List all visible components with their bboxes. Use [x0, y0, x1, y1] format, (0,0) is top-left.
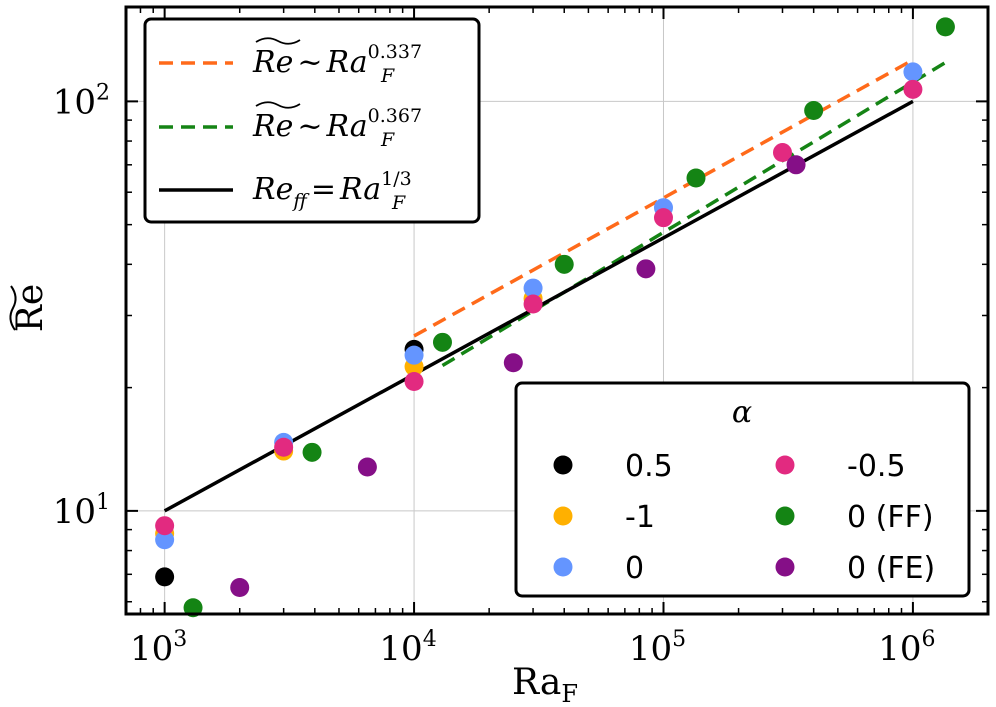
x-tick-base: 10 — [379, 629, 422, 669]
legend-freefall-rel: = — [311, 172, 336, 207]
legend-marker-1 — [553, 506, 573, 526]
legend-fit-0367-lhs: Re — [252, 109, 293, 144]
x-tick-exp: 3 — [173, 627, 187, 652]
y-tick-label: 101 — [53, 490, 110, 532]
x-tick-label: 106 — [878, 627, 935, 669]
y-tick-label: 102 — [53, 80, 110, 122]
legend-fit-0367-label: Re ~ Ra0.367 F — [252, 105, 422, 151]
x-tick-label: 105 — [629, 627, 686, 669]
y-axis-label-tilde — [9, 285, 17, 331]
data-point-0-ff — [302, 442, 322, 462]
data-point-0-5 — [653, 208, 673, 228]
data-point-0-5 — [404, 371, 424, 391]
legend-fit-0367-tilde — [255, 101, 301, 109]
data-point-0-fe — [786, 155, 806, 175]
legend-freefall-lhs-sub: ff — [291, 190, 310, 212]
data-point-0-fe — [357, 457, 377, 477]
data-point-0-5 — [903, 79, 923, 99]
x-tick-base: 10 — [878, 629, 921, 669]
legend-marker-0-5 — [775, 455, 795, 475]
data-point-0-5 — [155, 567, 175, 587]
fit-line-fit-0-337 — [413, 58, 914, 338]
data-point-0-5 — [772, 143, 792, 163]
x-tick-exp: 4 — [423, 627, 437, 652]
x-tick-exp: 5 — [672, 627, 686, 652]
y-axis-label: Re — [10, 284, 51, 332]
y-tick-exp: 1 — [96, 490, 110, 515]
data-point-0-ff — [935, 17, 955, 37]
data-point-0-fe — [636, 259, 656, 279]
axis-labels: RaF Re — [9, 284, 578, 707]
legend-fit-0337-sub: F — [380, 65, 395, 87]
data-point-0 — [404, 345, 424, 365]
legend-fit-lines: Re ~ Ra0.337 F Re ~ Ra0.367 F Reff = Ra1/3 F — [143, 17, 481, 224]
legend-fit-0337-sup: 0.337 — [368, 41, 422, 63]
fit-line-fit-0-367 — [441, 60, 947, 368]
y-tick-base: 10 — [53, 82, 96, 122]
data-point-0 — [523, 278, 543, 298]
data-point-0-5 — [523, 294, 543, 314]
legend-label-0-fe: 0 (FE) — [847, 551, 935, 586]
data-point-0-5 — [274, 437, 294, 457]
data-points-layer — [155, 17, 955, 618]
legend-fit-0367-rel: ~ — [297, 109, 322, 144]
data-point-0-5 — [155, 516, 175, 536]
x-tick-base: 10 — [629, 629, 672, 669]
legend-marker-0-5 — [553, 455, 573, 475]
legend-markers: α 0.5 -0.5 -1 0 (FF) 0 0 (FE) — [514, 381, 971, 598]
y-tick-base: 10 — [53, 492, 96, 532]
legend-label-0-5: -0.5 — [847, 449, 906, 484]
legend-fit-0337-label: Re ~ Ra0.337 F — [252, 41, 422, 87]
legend-freefall-base: Ra — [339, 172, 381, 207]
x-tick-label: 103 — [130, 627, 187, 669]
x-axis-label-sub: F — [561, 680, 578, 707]
legend-freefall-lhs: Re — [252, 172, 293, 207]
legend-fit-0367-base: Ra — [325, 109, 367, 144]
data-point-0 — [903, 62, 923, 82]
data-point-0-ff — [554, 254, 574, 274]
legend-freefall-sup: 1/3 — [381, 168, 412, 190]
legend-fit-0337-tilde — [255, 37, 301, 45]
legend-label-0-5: 0.5 — [625, 449, 673, 484]
legend-marker-entries: 0.5 -0.5 -1 0 (FF) 0 0 (FE) — [553, 449, 935, 586]
legend-freefall-label: Reff = Ra1/3 F — [252, 168, 412, 214]
data-point-0 — [155, 530, 175, 550]
y-tick-exp: 2 — [96, 80, 110, 105]
x-axis-label-base: Ra — [512, 662, 561, 703]
legend-markers-box — [514, 381, 971, 598]
data-point-0-fe — [503, 353, 523, 373]
x-axis-label: RaF — [512, 662, 578, 707]
legend-fit-0367-sub: F — [380, 129, 395, 151]
legend-label-0-ff: 0 (FF) — [847, 500, 934, 535]
legend-fit-0367-sup: 0.367 — [368, 105, 422, 127]
legend-fit-0337-rel: ~ — [297, 45, 322, 80]
legend-marker-0 — [553, 557, 573, 577]
legend-marker-0-fe — [775, 557, 795, 577]
legend-label-1: -1 — [625, 500, 655, 535]
x-tick-base: 10 — [130, 629, 173, 669]
legend-fit-lines-box — [143, 17, 481, 224]
x-tick-label: 104 — [379, 627, 436, 669]
legend-marker-0-ff — [775, 506, 795, 526]
x-tick-exp: 6 — [922, 627, 936, 652]
data-point-0-ff — [686, 168, 706, 188]
legend-fit-0337-base: Ra — [325, 45, 367, 80]
legend-label-0: 0 — [625, 551, 644, 586]
plot-frame — [124, 5, 990, 616]
legend-freefall-sub: F — [391, 192, 406, 214]
legend-markers-title: α — [732, 395, 752, 430]
legend-fit-0337-lhs: Re — [252, 45, 293, 80]
data-point-0-ff — [432, 332, 452, 352]
data-point-0-ff — [804, 100, 824, 120]
data-point-0-fe — [230, 577, 250, 597]
